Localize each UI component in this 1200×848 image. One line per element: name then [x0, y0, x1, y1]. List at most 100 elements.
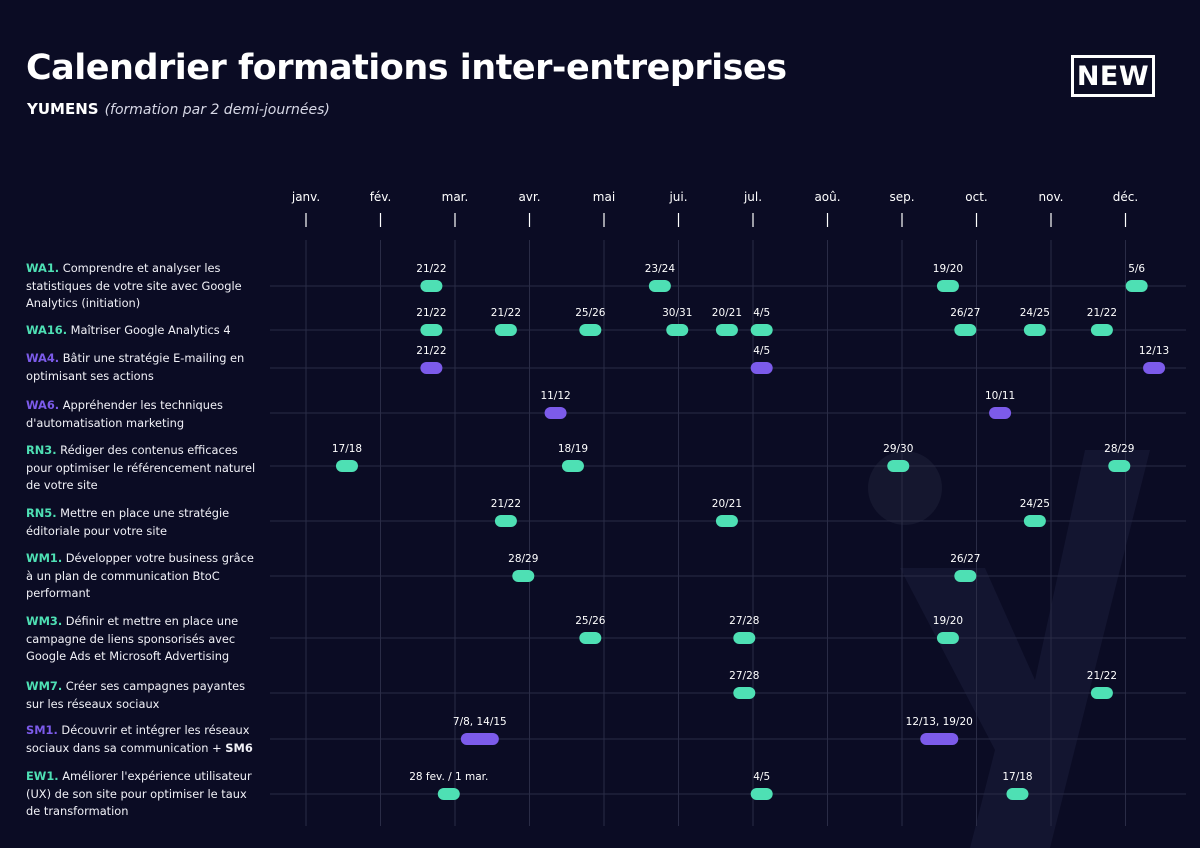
month-label: fév. — [370, 190, 392, 204]
training-code: WM7. — [26, 679, 63, 693]
session-pill — [750, 362, 773, 374]
subtitle: YUMENS (formation par 2 demi-journées) — [27, 100, 330, 118]
session-date-label: 24/25 — [1020, 498, 1050, 510]
session-pill — [460, 733, 499, 745]
session-pill — [544, 407, 567, 419]
session-pill — [648, 280, 671, 292]
training-code: RN5. — [26, 506, 57, 520]
session-date-label: 21/22 — [491, 307, 521, 319]
session-date-label: 19/20 — [933, 263, 963, 275]
session-date-label: 27/28 — [729, 615, 759, 627]
training-title: Créer ses campagnes payantes sur les rés… — [26, 679, 246, 711]
month-label: sep. — [889, 190, 914, 204]
session-pill — [1023, 515, 1046, 527]
session-pill — [1023, 324, 1046, 336]
training-code: WA1. — [26, 261, 60, 275]
session-date-label: 19/20 — [933, 615, 963, 627]
session-date-label: 30/31 — [662, 307, 692, 319]
session-date-label: 24/25 — [1020, 307, 1050, 319]
watermark-logo — [868, 450, 1150, 848]
session-date-label: 26/27 — [950, 307, 980, 319]
month-label: aoû. — [814, 190, 840, 204]
subtitle-note: (formation par 2 demi-journées) — [104, 102, 330, 118]
session-pill — [561, 460, 584, 472]
session-date-label: 21/22 — [491, 498, 521, 510]
session-pill — [936, 632, 959, 644]
session-pill — [579, 632, 602, 644]
brand-name: YUMENS — [27, 100, 99, 118]
session-pill — [954, 570, 977, 582]
training-code: WA6. — [26, 398, 60, 412]
training-title: Appréhender les techniques d'automatisat… — [26, 398, 223, 430]
session-pill — [420, 280, 443, 292]
session-pill — [954, 324, 977, 336]
session-pill — [1108, 460, 1131, 472]
session-pill — [437, 788, 460, 800]
training-label: WA4. Bâtir une stratégie E-mailing en op… — [26, 350, 261, 385]
session-date-label: 4/5 — [753, 771, 770, 783]
session-pill — [920, 733, 959, 745]
training-title: Comprendre et analyser les statistiques … — [26, 261, 242, 310]
month-label: nov. — [1039, 190, 1064, 204]
training-title: Mettre en place une stratégie éditoriale… — [26, 506, 230, 538]
session-date-label: 4/5 — [753, 307, 770, 319]
training-code: WA4. — [26, 351, 60, 365]
month-label: janv. — [291, 190, 320, 204]
session-date-label: 28/29 — [1104, 443, 1134, 455]
session-date-label: 10/11 — [985, 390, 1015, 402]
month-label: jul. — [743, 190, 762, 204]
training-label: SM1. Découvrir et intégrer les réseaux s… — [26, 722, 261, 757]
session-date-label: 5/6 — [1128, 263, 1145, 275]
month-label: avr. — [518, 190, 540, 204]
session-pill — [335, 460, 358, 472]
session-date-label: 21/22 — [416, 345, 446, 357]
month-label: jui. — [668, 190, 687, 204]
training-label: WM1. Développer votre business grâce à u… — [26, 550, 261, 603]
month-label: mar. — [442, 190, 469, 204]
session-date-label: 25/26 — [575, 307, 606, 319]
session-pill — [936, 280, 959, 292]
session-pill — [989, 407, 1012, 419]
session-pill — [1090, 687, 1113, 699]
session-date-label: 4/5 — [753, 345, 770, 357]
session-date-label: 18/19 — [558, 443, 588, 455]
session-date-label: 28 fev. / 1 mar. — [409, 771, 488, 783]
session-date-label: 21/22 — [416, 263, 446, 275]
session-pill — [887, 460, 910, 472]
session-pill — [733, 632, 756, 644]
session-pill — [1090, 324, 1113, 336]
training-title: Découvrir et intégrer les réseaux sociau… — [26, 723, 250, 755]
training-title: Rédiger des contenus efficaces pour opti… — [26, 443, 256, 492]
session-date-label: 17/18 — [1002, 771, 1032, 783]
training-code: WM3. — [26, 614, 63, 628]
training-label: WA6. Appréhender les techniques d'automa… — [26, 397, 261, 432]
training-title: Améliorer l'expérience utilisateur (UX) … — [26, 769, 252, 818]
training-code: WM1. — [26, 551, 63, 565]
session-date-label: 27/28 — [729, 670, 759, 682]
session-date-label: 11/12 — [540, 390, 570, 402]
session-date-label: 29/30 — [883, 443, 913, 455]
session-pill — [494, 324, 517, 336]
training-label: WA16. Maîtriser Google Analytics 4 — [26, 322, 261, 340]
session-date-label: 21/22 — [416, 307, 446, 319]
session-date-label: 12/13, 19/20 — [906, 716, 973, 728]
training-label: WM7. Créer ses campagnes payantes sur le… — [26, 678, 261, 713]
session-pill — [512, 570, 535, 582]
session-date-label: 17/18 — [332, 443, 362, 455]
training-code: SM1. — [26, 723, 58, 737]
session-pill — [750, 324, 773, 336]
session-pill — [420, 362, 443, 374]
training-title: Définir et mettre en place une campagne … — [26, 614, 239, 663]
session-date-label: 7/8, 14/15 — [453, 716, 507, 728]
session-pill — [1143, 362, 1166, 374]
session-date-label: 26/27 — [950, 553, 980, 565]
session-date-label: 25/26 — [575, 615, 606, 627]
session-date-label: 23/24 — [645, 263, 676, 275]
session-date-label: 21/22 — [1087, 307, 1117, 319]
session-pill — [420, 324, 443, 336]
session-pill — [1125, 280, 1148, 292]
session-pill — [715, 324, 738, 336]
training-title: Maîtriser Google Analytics 4 — [67, 323, 231, 337]
session-pill — [715, 515, 738, 527]
